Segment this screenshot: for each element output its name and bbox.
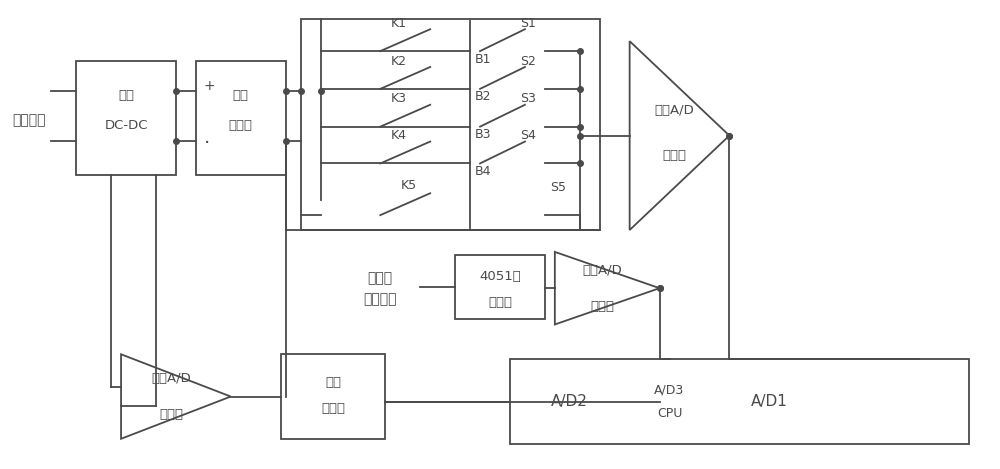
Text: K5: K5 xyxy=(400,179,416,192)
Text: B4: B4 xyxy=(475,165,492,178)
Text: DC-DC: DC-DC xyxy=(104,119,148,132)
Text: 隔离器: 隔离器 xyxy=(321,402,345,416)
Text: 双向: 双向 xyxy=(118,89,134,102)
Bar xyxy=(455,255,545,319)
Text: B3: B3 xyxy=(475,128,492,141)
Text: 换向器: 换向器 xyxy=(229,119,253,132)
Text: +: + xyxy=(204,79,215,93)
Text: 变换器: 变换器 xyxy=(663,149,687,162)
Text: K1: K1 xyxy=(390,17,406,30)
Text: 温度信息: 温度信息 xyxy=(364,293,397,307)
Bar xyxy=(196,61,286,175)
Text: CPU: CPU xyxy=(657,407,682,420)
Bar xyxy=(301,19,600,230)
Text: 变换器: 变换器 xyxy=(590,300,614,312)
Bar xyxy=(281,354,385,439)
Text: 外部电源: 外部电源 xyxy=(13,113,46,128)
Text: S1: S1 xyxy=(520,17,536,30)
Text: 第二A/D: 第二A/D xyxy=(151,372,191,385)
Text: 光电: 光电 xyxy=(325,376,341,389)
Text: K2: K2 xyxy=(390,54,406,68)
Text: S5: S5 xyxy=(550,181,566,194)
Polygon shape xyxy=(630,41,729,230)
Bar xyxy=(510,359,969,444)
Text: S4: S4 xyxy=(520,129,536,142)
Polygon shape xyxy=(121,354,231,439)
Text: S2: S2 xyxy=(520,54,536,68)
Text: 各单体: 各单体 xyxy=(368,271,393,285)
Text: A/D2: A/D2 xyxy=(551,394,588,409)
Text: A/D1: A/D1 xyxy=(751,394,788,409)
Text: 第一A/D: 第一A/D xyxy=(655,104,694,117)
Text: 极性: 极性 xyxy=(233,89,249,102)
Text: 第三A/D: 第三A/D xyxy=(582,264,622,277)
Text: ·: · xyxy=(204,134,210,153)
Text: K3: K3 xyxy=(390,92,406,106)
Text: A/D3: A/D3 xyxy=(654,383,685,396)
Text: K4: K4 xyxy=(390,129,406,142)
Polygon shape xyxy=(555,252,660,325)
Text: B1: B1 xyxy=(475,53,492,66)
Text: S3: S3 xyxy=(520,92,536,106)
Text: 变换器: 变换器 xyxy=(159,408,183,421)
Text: 道切换: 道切换 xyxy=(488,296,512,309)
Text: B2: B2 xyxy=(475,91,492,103)
Bar xyxy=(76,61,176,175)
Text: 4051通: 4051通 xyxy=(479,270,521,283)
